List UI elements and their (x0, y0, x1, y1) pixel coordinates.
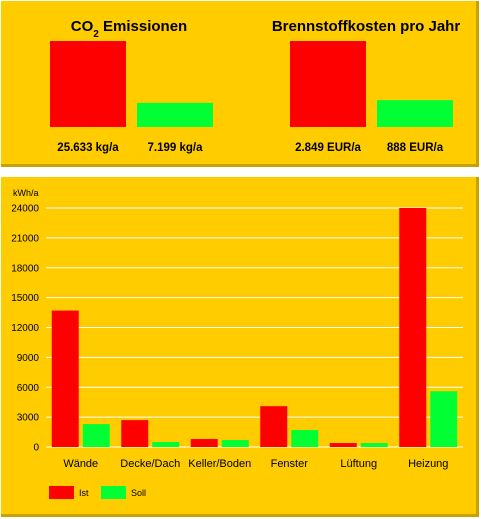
bar-ist (121, 420, 149, 447)
cost-bar-soll (377, 100, 453, 127)
x-category-label: Fenster (271, 458, 309, 470)
y-axis-unit-label: kWh/a (13, 188, 39, 198)
co2-chart-title: CO2 Emissionen (71, 18, 187, 40)
y-tick-label: 24000 (11, 204, 39, 215)
legend-label-ist: Ist (79, 488, 89, 498)
x-category-label: Keller/Boden (188, 458, 251, 470)
bar-ist (260, 406, 288, 447)
summary-charts: CO2 Emissionen Brennstoffkosten pro Jahr… (50, 18, 461, 154)
bar-soll (152, 442, 180, 447)
y-tick-label: 3000 (17, 413, 40, 424)
bar-soll (430, 391, 458, 447)
bar-soll (221, 440, 249, 447)
cost-chart-title: Brennstoffkosten pro Jahr (272, 18, 461, 35)
legend-label-soll: Soll (131, 488, 146, 498)
x-category-label: Lüftung (340, 458, 377, 470)
co2-value-label-soll: 7.199 kg/a (148, 142, 204, 154)
legend-swatch-ist (49, 486, 74, 499)
y-tick-label: 18000 (11, 263, 39, 274)
cost-bar-ist (290, 41, 366, 127)
cost-value-label-soll: 888 EUR/a (387, 142, 444, 154)
x-category-label: Decke/Dach (120, 458, 180, 470)
legend-swatch-soll (101, 486, 126, 499)
co2-bar-ist (50, 41, 126, 127)
y-tick-label: 21000 (11, 233, 39, 244)
bar-ist (329, 443, 357, 447)
co2-value-label-ist: 25.633 kg/a (57, 142, 119, 154)
legend: Ist Soll (49, 486, 146, 499)
bar-ist (399, 208, 427, 447)
y-tick-label: 12000 (11, 323, 39, 334)
co2-bar-soll (137, 102, 213, 127)
y-tick-label: 15000 (11, 293, 39, 304)
bar-ist (51, 310, 79, 447)
x-category-label: Heizung (408, 458, 448, 470)
bar-soll (360, 443, 388, 447)
y-tick-label: 9000 (17, 353, 40, 364)
cost-value-label-ist: 2.849 EUR/a (295, 142, 361, 154)
bar-soll (82, 424, 110, 447)
bar-ist (190, 439, 218, 447)
energy-chart-panel: kWh/a 0 3000 6000 9000 12000 15000 18000 21000 2… (1, 177, 479, 517)
y-tick-label: 6000 (17, 383, 40, 394)
summary-panel: CO2 Emissionen Brennstoffkosten pro Jahr… (1, 1, 479, 167)
bar-soll (291, 430, 319, 447)
energy-bar-chart: kWh/a 0 3000 6000 9000 12000 15000 18000 21000 2… (11, 188, 463, 499)
x-category-label: Wände (63, 458, 98, 470)
y-tick-label: 0 (33, 443, 39, 454)
